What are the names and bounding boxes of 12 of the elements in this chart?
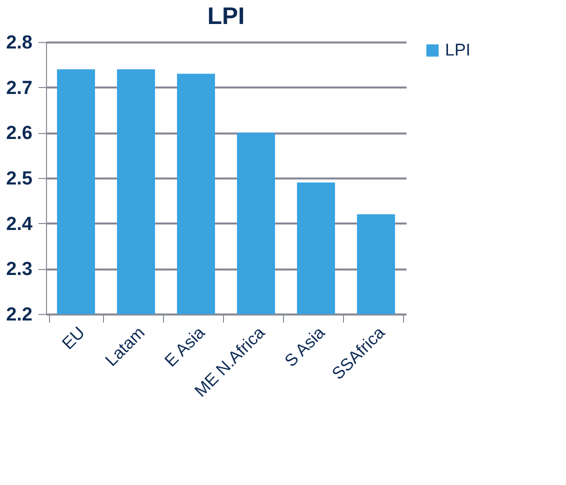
y-tick-label: 2.5 [6, 168, 33, 190]
y-tick-label: 2.8 [6, 32, 32, 54]
legend-label: LPI [445, 40, 471, 60]
y-tick-label: 2.2 [6, 304, 32, 326]
y-tick-label: 2.4 [6, 214, 33, 235]
y-tick-label: 2.7 [6, 78, 32, 99]
y-tick-label: 2.3 [6, 259, 32, 280]
x-tick-label: E Asia [161, 322, 209, 371]
chart-title: LPI [207, 3, 245, 30]
x-tick-label: S Asia [281, 322, 329, 371]
x-tick-label: EU [58, 323, 89, 354]
y-tick-label: 2.6 [6, 123, 32, 144]
